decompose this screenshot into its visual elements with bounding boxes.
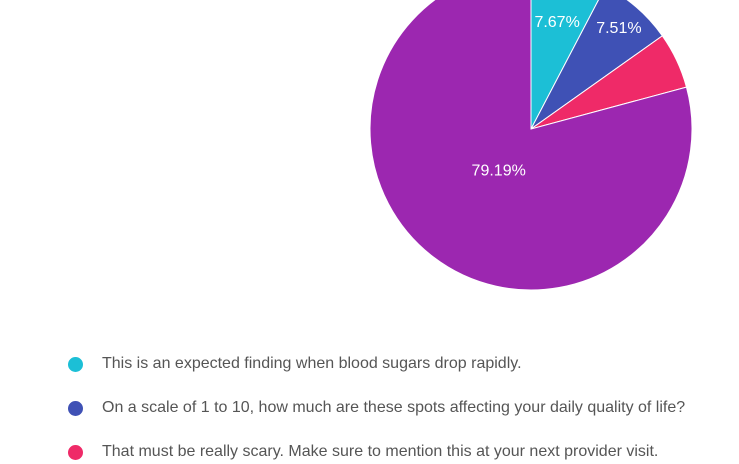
pie-slice-3[interactable] (369, 0, 693, 291)
pie-slice-label-3: 79.19% (472, 163, 526, 180)
legend-label: This is an expected finding when blood s… (102, 355, 522, 372)
legend-label: On a scale of 1 to 10, how much are thes… (102, 399, 686, 416)
pie-slice-label-0: 7.67% (534, 14, 579, 31)
legend-label: That must be really scary. Make sure to … (102, 443, 659, 460)
legend-item-quality-of-life[interactable]: On a scale of 1 to 10, how much are thes… (68, 396, 685, 420)
legend-marker (68, 444, 83, 460)
pie-slice-0[interactable] (530, 0, 606, 130)
legend-item-expected-finding[interactable]: This is an expected finding when blood s… (68, 352, 522, 376)
pie-slice-label-1: 7.51% (596, 20, 641, 37)
legend-marker (68, 356, 83, 372)
legend-marker (68, 400, 83, 416)
legend-item-really-scary[interactable]: That must be really scary. Make sure to … (68, 440, 658, 464)
